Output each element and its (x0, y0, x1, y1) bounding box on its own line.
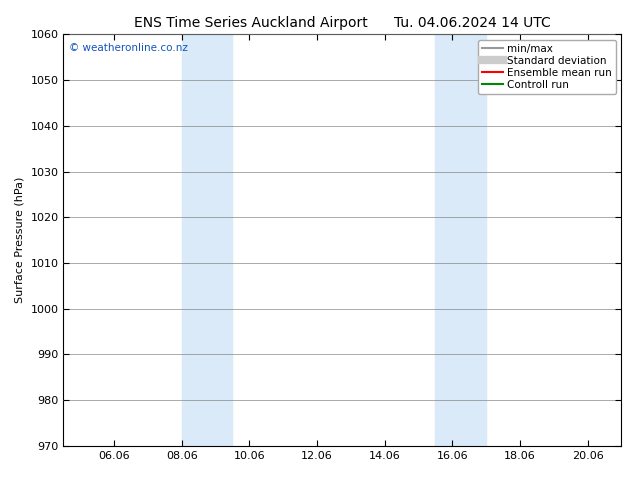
Bar (182, 34, 233, 446)
Text: © weatheronline.co.nz: © weatheronline.co.nz (69, 43, 188, 52)
Title: ENS Time Series Auckland Airport      Tu. 04.06.2024 14 UTC: ENS Time Series Auckland Airport Tu. 04.… (134, 16, 551, 30)
Legend: min/max, Standard deviation, Ensemble mean run, Controll run: min/max, Standard deviation, Ensemble me… (478, 40, 616, 94)
Bar (436, 34, 486, 446)
Y-axis label: Surface Pressure (hPa): Surface Pressure (hPa) (15, 177, 25, 303)
